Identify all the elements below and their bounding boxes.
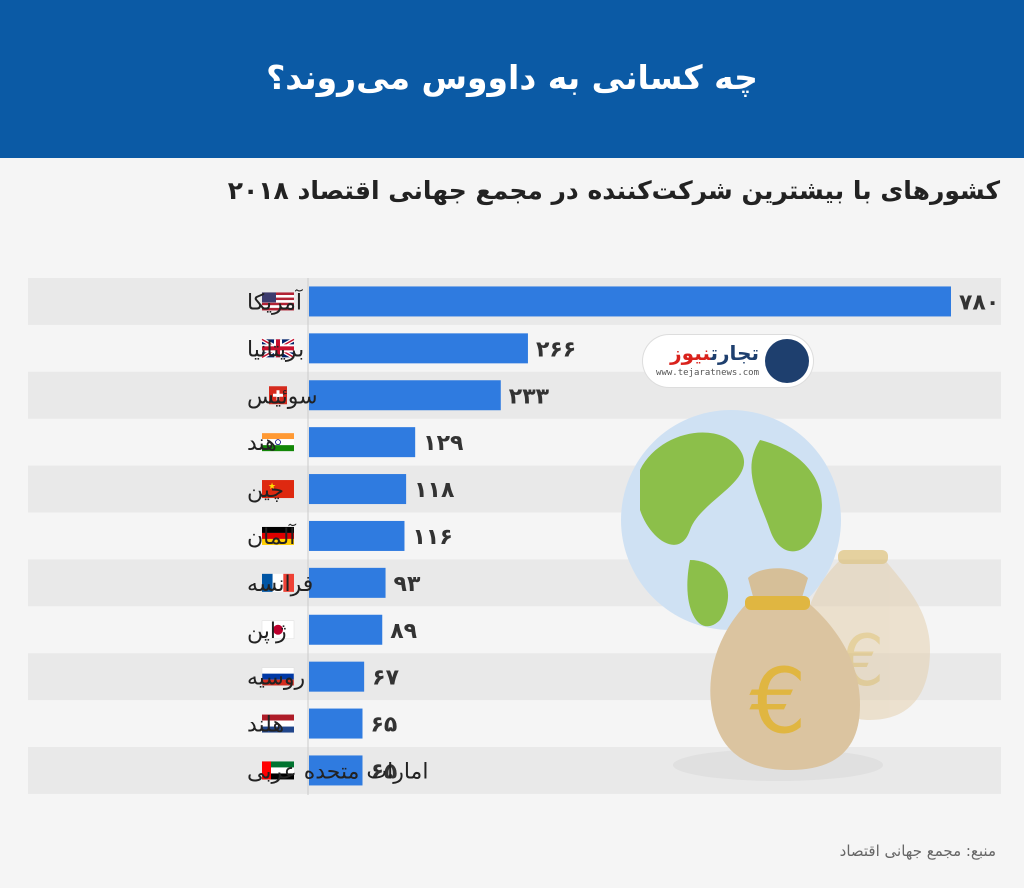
header-banner: چه کسانی به داووس می‌روند؟	[0, 0, 1024, 158]
us-flag	[262, 292, 294, 311]
china-flag: ★	[262, 480, 294, 499]
bar-value-label: ۶۷	[372, 666, 399, 691]
germany-flag	[262, 526, 294, 545]
page-title: چه کسانی به داووس می‌روند؟	[266, 58, 758, 97]
category-label: چین	[247, 478, 284, 503]
tejaratnews-logo: تجارتنیوز www.tejaratnews.com	[643, 335, 813, 387]
bar-value-label: ۹۳	[394, 572, 421, 597]
bar	[309, 427, 416, 458]
uk-flag	[261, 337, 295, 360]
bar	[309, 286, 951, 317]
netherlands-flag	[262, 714, 294, 733]
category-label: آمریکا	[247, 288, 303, 315]
bar-value-label: ۷۸۰	[959, 290, 999, 315]
bar-value-label: ۶۵	[371, 713, 398, 738]
bar-value-label: ۸۹	[390, 619, 417, 644]
swiss-flag	[269, 386, 287, 405]
category-label: هلند	[247, 713, 284, 738]
category-label: هند	[247, 431, 277, 456]
bar	[309, 333, 528, 364]
category-label: سوئیس	[247, 384, 318, 409]
svg-text:€: €	[749, 649, 806, 754]
bar-value-label: ۲۳۳	[509, 384, 550, 409]
logo-url: www.tejaratnews.com	[656, 368, 759, 378]
row-band	[28, 465, 1001, 513]
bar	[309, 661, 365, 692]
bar	[309, 520, 405, 551]
category-label: امارات متحده عربی	[247, 759, 428, 784]
bar-value-label: ۱۱۸	[414, 478, 455, 503]
japan-flag	[261, 620, 295, 639]
category-label: آلمان	[247, 523, 296, 550]
row-band	[28, 371, 1001, 419]
bar	[309, 755, 363, 786]
chart-subtitle: کشورهای با بیشترین شرکت‌کننده در مجمع جه…	[227, 176, 1000, 205]
category-label: فرانسه	[247, 572, 313, 597]
globe-money-illustration: € €	[621, 410, 930, 781]
bar	[309, 474, 407, 505]
category-label: بریتانیا	[247, 337, 304, 362]
russia-flag	[261, 667, 295, 686]
source-note: منبع: مجمع جهانی اقتصاد	[839, 842, 996, 860]
bar	[309, 708, 363, 739]
logo-name: تجارتنیوز	[670, 341, 759, 365]
bar-value-label: ۶۵	[371, 759, 398, 784]
bar-value-label: ۱۱۶	[412, 525, 452, 550]
bar	[309, 567, 386, 598]
category-label: روسیه	[247, 666, 305, 691]
france-flag	[262, 573, 294, 592]
india-flag	[262, 433, 294, 452]
svg-text:★: ★	[268, 482, 276, 492]
category-label: ژاپن	[247, 619, 287, 644]
bar	[309, 614, 383, 645]
logo-mark-icon	[765, 339, 809, 383]
euro-bag-icon: €	[710, 568, 860, 770]
bar-value-label: ۲۶۶	[536, 337, 576, 362]
uae-flag	[262, 761, 294, 780]
bar	[309, 380, 501, 411]
bar-value-label: ۱۲۹	[423, 431, 463, 456]
